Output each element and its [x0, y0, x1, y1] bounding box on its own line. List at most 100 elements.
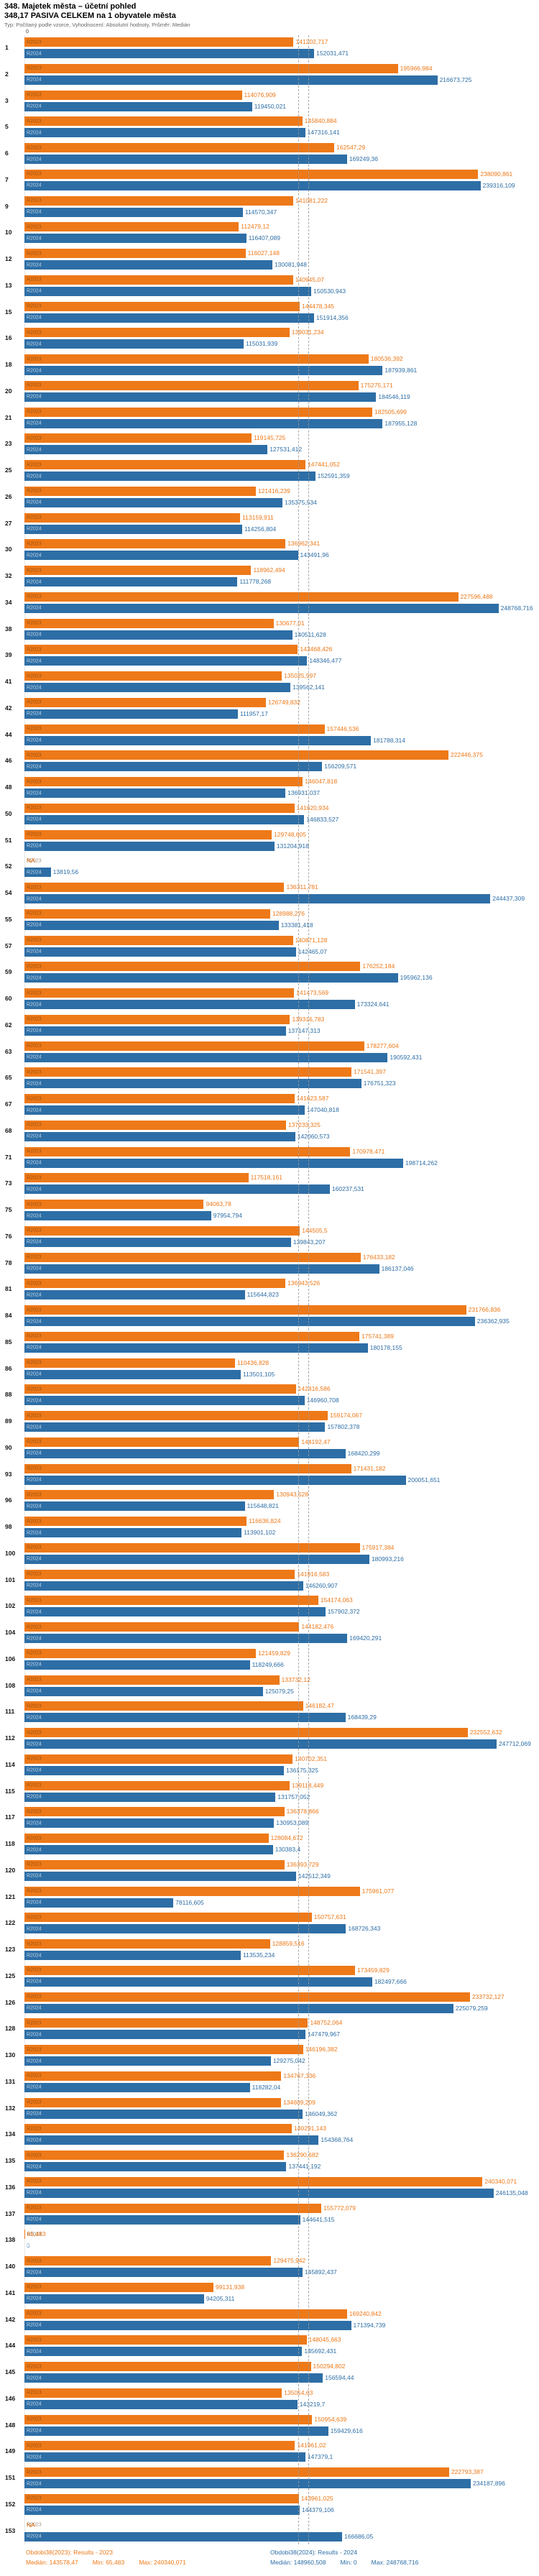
bar-r2024[interactable] [24, 973, 398, 983]
bar-r2024[interactable] [24, 1634, 348, 1643]
bar-r2024[interactable] [24, 260, 272, 270]
bar-r2023[interactable] [24, 1939, 270, 1949]
bar-r2023[interactable] [24, 829, 272, 840]
bar-r2023[interactable] [24, 1807, 285, 1817]
bar-r2023[interactable] [24, 1542, 360, 1552]
bar-r2023[interactable] [24, 1437, 300, 1447]
bar-r2024[interactable] [24, 1528, 242, 1537]
bar-r2023[interactable] [24, 1728, 468, 1737]
bar-r2024[interactable] [24, 1924, 346, 1934]
bar-r2024[interactable] [24, 1845, 273, 1854]
bar-r2024[interactable] [24, 313, 314, 323]
bar-r2023[interactable] [24, 301, 300, 311]
bar-r2024[interactable] [24, 1501, 245, 1512]
bar-r2023[interactable] [24, 1596, 318, 1606]
bar-r2024[interactable] [24, 1660, 250, 1670]
bar-r2023[interactable] [24, 1463, 351, 1473]
bar-r2023[interactable] [24, 988, 295, 998]
bar-r2024[interactable] [24, 630, 292, 640]
bar-r2024[interactable] [24, 2452, 305, 2462]
bar-r2024[interactable] [24, 656, 308, 666]
bar-r2023[interactable] [24, 724, 325, 734]
bar-r2023[interactable] [24, 1886, 360, 1896]
bar-r2023[interactable] [24, 460, 305, 469]
bar-r2023[interactable] [24, 407, 372, 417]
bar-r2023[interactable] [24, 1173, 249, 1183]
bar-r2023[interactable] [24, 2045, 303, 2054]
bar-r2024[interactable] [24, 234, 247, 244]
bar-r2023[interactable] [24, 169, 479, 179]
bar-r2023[interactable] [24, 2362, 311, 2371]
bar-r2024[interactable] [24, 1052, 388, 1062]
bar-r2024[interactable] [24, 1581, 303, 1591]
bar-r2024[interactable] [24, 2109, 303, 2119]
bar-r2024[interactable] [24, 2399, 298, 2409]
bar-r2023[interactable] [24, 2388, 282, 2398]
bar-r2023[interactable] [24, 1146, 351, 1156]
bar-r2024[interactable] [24, 207, 243, 217]
bar-r2023[interactable] [24, 1279, 286, 1289]
bar-r2024[interactable] [24, 75, 438, 85]
bar-r2023[interactable] [24, 1780, 290, 1790]
bar-r2023[interactable] [24, 2309, 347, 2319]
bar-r2024[interactable] [24, 1765, 285, 1775]
bar-r2024[interactable] [24, 603, 499, 613]
bar-r2024[interactable] [24, 180, 481, 190]
bar-r2024[interactable] [24, 1264, 379, 1274]
bar-r2024[interactable] [24, 1686, 263, 1696]
bar-r2023[interactable] [24, 1200, 204, 1209]
bar-r2024[interactable] [24, 1422, 326, 1432]
bar-r2023[interactable] [24, 2256, 272, 2266]
bar-r2024[interactable] [24, 2162, 287, 2171]
bar-r2023[interactable] [24, 63, 398, 73]
bar-r2024[interactable] [24, 155, 347, 164]
bar-r2024[interactable] [24, 2003, 453, 2013]
bar-r2023[interactable] [24, 2282, 213, 2292]
bar-r2023[interactable] [24, 1569, 295, 1579]
bar-r2024[interactable] [24, 418, 383, 428]
bar-r2024[interactable] [24, 1396, 305, 1406]
bar-r2024[interactable] [24, 788, 286, 798]
bar-r2024[interactable] [24, 1211, 211, 1220]
bar-r2024[interactable] [24, 2268, 303, 2277]
bar-r2023[interactable] [24, 1331, 360, 1341]
bar-r2024[interactable] [24, 2373, 323, 2383]
bar-r2023[interactable] [24, 777, 303, 786]
bar-r2023[interactable] [24, 1094, 295, 1103]
bar-r2023[interactable] [24, 750, 448, 760]
bar-r2024[interactable] [24, 894, 491, 903]
bar-r2024[interactable] [24, 2082, 250, 2092]
bar-r2024[interactable] [24, 445, 268, 455]
bar-r2024[interactable] [24, 1554, 369, 1564]
bar-r2023[interactable] [24, 1120, 286, 1130]
bar-r2023[interactable] [24, 143, 335, 152]
bar-r2024[interactable] [24, 2188, 494, 2198]
bar-r2023[interactable] [24, 2124, 292, 2134]
bar-r2023[interactable] [24, 1834, 269, 1843]
bar-r2023[interactable] [24, 2176, 483, 2186]
bar-r2023[interactable] [24, 222, 239, 232]
bar-r2023[interactable] [24, 697, 267, 707]
bar-r2023[interactable] [24, 645, 298, 655]
bar-r2024[interactable] [24, 1343, 368, 1353]
bar-r2024[interactable] [24, 1977, 372, 1987]
bar-r2023[interactable] [24, 2335, 307, 2345]
bar-r2024[interactable] [24, 101, 252, 111]
bar-r2023[interactable] [24, 1859, 285, 1869]
bar-r2024[interactable] [24, 1184, 330, 1195]
bar-r2024[interactable] [24, 2347, 303, 2357]
bar-r2023[interactable] [24, 2414, 313, 2424]
bar-r2023[interactable] [24, 1384, 296, 1394]
bar-r2024[interactable] [24, 735, 372, 745]
bar-r2024[interactable] [24, 2294, 204, 2304]
bar-r2024[interactable] [24, 920, 279, 930]
bar-r2024[interactable] [24, 1739, 497, 1749]
bar-r2024[interactable] [24, 2030, 306, 2040]
bar-r2023[interactable] [24, 1913, 312, 1923]
bar-r2024[interactable] [24, 2531, 343, 2542]
bar-r2024[interactable] [24, 551, 298, 561]
bar-r2024[interactable] [24, 472, 315, 481]
bar-r2023[interactable] [24, 671, 282, 681]
bar-r2024[interactable] [24, 2426, 328, 2436]
bar-r2023[interactable] [24, 1622, 300, 1632]
